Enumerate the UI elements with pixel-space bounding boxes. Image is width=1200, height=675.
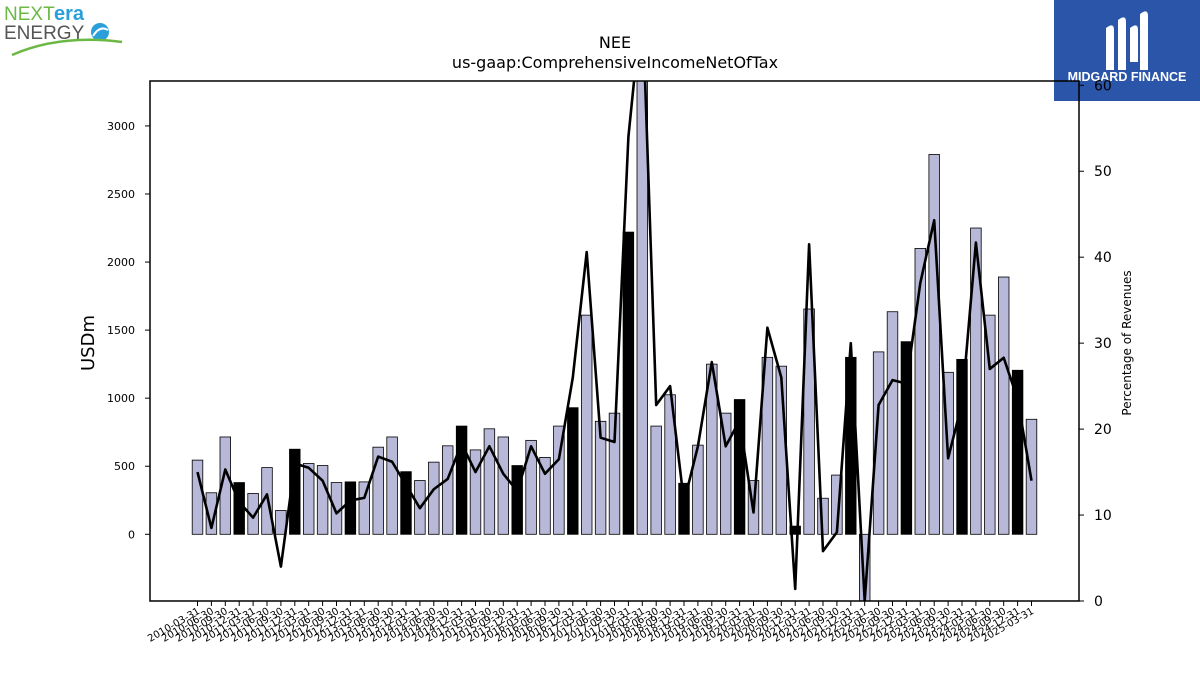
bar-2024-09-30 [998, 276, 1010, 535]
bar-2015-06-30 [483, 428, 496, 535]
bar-2018-12-31 [678, 482, 690, 535]
midgard-finance-text: MIDGARD FINANCE [1068, 70, 1187, 84]
bar-2017-09-30 [608, 412, 621, 535]
bar-2014-06-30 [428, 461, 440, 535]
bar-2014-09-30 [441, 445, 454, 535]
y-tick-label-500: 500 [114, 460, 135, 473]
bar-2017-03-31 [581, 314, 593, 535]
y2-axis: 0 10 20 30 40 50 60 [1079, 78, 1112, 610]
y-tick-label-2000: 2000 [107, 256, 135, 269]
y2-tick-label-30: 30 [1094, 336, 1112, 352]
y-tick-label-2500: 2500 [107, 188, 135, 201]
pct-of-revenues-line [196, 81, 1033, 601]
bar-2024-06-30 [984, 314, 996, 535]
bar-2022-06-30 [872, 351, 885, 535]
bar-2016-06-30 [539, 456, 551, 535]
bar-2011-12-31 [289, 448, 301, 535]
logo-arc-icon [11, 38, 123, 57]
pct-line-series [196, 81, 1033, 601]
y-tick-label-3000: 3000 [107, 120, 135, 133]
logo-energy-text: ENERGY [4, 23, 85, 44]
bar-2020-12-31 [789, 525, 801, 535]
bar-2013-12-31 [400, 471, 412, 535]
chart-title: NEE [599, 33, 631, 52]
y2-tick-label-60: 60 [1094, 78, 1112, 94]
bar-2019-09-30 [720, 412, 732, 535]
midgard-finance-logo: MIDGARD FINANCE [1054, 0, 1200, 101]
y2-tick-label-10: 10 [1094, 508, 1112, 524]
bar-2010-09-30 [219, 436, 232, 535]
y2-tick-label-20: 20 [1094, 422, 1112, 438]
bar-2023-12-31 [956, 358, 968, 535]
y-tick-label-0: 0 [128, 528, 135, 541]
y2-tick-label-40: 40 [1094, 250, 1112, 266]
bar-2024-12-31 [1011, 369, 1024, 535]
bar-2019-12-31 [733, 399, 746, 535]
bar-2023-06-30 [928, 154, 940, 535]
y-tick-label-1000: 1000 [107, 392, 135, 405]
bar-2016-09-30 [553, 425, 565, 535]
bar-2017-12-31 [622, 231, 635, 535]
bar-2013-09-30 [386, 436, 398, 535]
y-tick-label-1500: 1500 [107, 324, 135, 337]
y-axis-label: USDm [78, 315, 99, 371]
bar-2022-09-30 [886, 311, 899, 535]
bar-2012-06-30 [316, 465, 329, 535]
bar-2016-12-31 [567, 407, 579, 535]
bar-2015-09-30 [497, 436, 510, 535]
y-axis: 0 500 1000 1500 2000 2500 3000 [107, 120, 150, 541]
logo-next-text: NEXT [4, 4, 55, 25]
bar-2024-03-31 [970, 227, 982, 535]
bar-2016-03-31 [525, 439, 537, 535]
bar-2018-06-30 [650, 425, 662, 535]
bar-2022-12-31 [900, 341, 913, 535]
bar-2020-06-30 [761, 356, 774, 535]
midgard-mark-icon [1106, 11, 1148, 70]
bar-2015-03-31 [469, 449, 482, 535]
y2-axis-label: Percentage of Revenues [1120, 270, 1134, 415]
logo-swirl-icon [91, 23, 109, 41]
bar-2013-06-30 [372, 446, 384, 535]
bar-2010-03-31 [191, 459, 204, 535]
y2-tick-label-0: 0 [1094, 594, 1103, 610]
bar-2015-12-31 [511, 465, 523, 535]
bar-2011-03-31 [247, 493, 259, 535]
bar-2018-03-31 [636, 81, 649, 535]
y2-tick-label-50: 50 [1094, 164, 1112, 180]
bar-2013-03-31 [358, 481, 371, 535]
nextera-energy-logo: NEXT era ENERGY [0, 0, 130, 60]
bar-2023-03-31 [914, 248, 927, 535]
bar-2012-12-31 [344, 481, 357, 535]
bar-2012-03-31 [302, 463, 315, 535]
bar-series [191, 81, 1038, 601]
x-axis: 2010-03-312010-06-302010-09-302010-12-31… [146, 601, 1036, 645]
chart-subtitle: us-gaap:ComprehensiveIncomeNetOfTax [452, 53, 778, 72]
bar-2021-03-31 [803, 308, 815, 535]
bar-2014-12-31 [455, 425, 468, 535]
logo-era-text: era [54, 3, 85, 25]
bar-2010-06-30 [205, 492, 218, 535]
